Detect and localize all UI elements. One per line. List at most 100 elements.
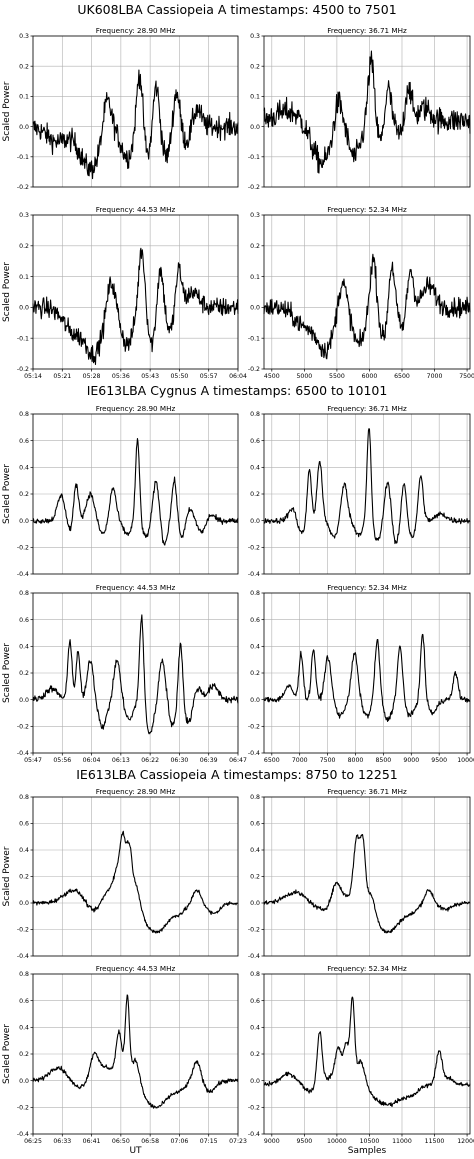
figure-title: IE613LBA Cassiopeia A timestamps: 8750 t… [76, 767, 398, 782]
y-tick-label: -0.1 [17, 335, 29, 342]
y-axis-label: Scaled Power [2, 643, 12, 703]
y-tick-label: 0.3 [250, 212, 260, 219]
y-tick-label: 0.2 [250, 670, 260, 677]
panel-subtitle: Frequency: 28.90 MHz [96, 26, 176, 35]
y-tick-label: -0.2 [248, 366, 260, 373]
x-axis-label-ut: UT [129, 1146, 142, 1156]
panel-1-3: Frequency: 44.53 MHz 0.3 0.2 0.1 0.0 -0.1 -0.2… [2, 205, 247, 380]
panel-3-2: Frequency: 36.71 MHz 0.8 0.6 0.4 0.2 0.0 -0.2 -… [248, 787, 471, 960]
x-tick-label: 9000 [403, 757, 419, 764]
x-tick-label: 06:47 [229, 757, 247, 764]
panel-subtitle: Frequency: 28.90 MHz [96, 404, 176, 413]
x-tick-label: 06:58 [141, 1138, 159, 1145]
y-tick-label: 0.8 [19, 794, 29, 801]
x-tick-label: 11000 [392, 1138, 412, 1145]
y-tick-label: 0.2 [19, 1051, 29, 1058]
plot-frame [32, 796, 239, 957]
x-tick-label: 5500 [329, 373, 345, 380]
y-tick-label: 0.4 [19, 644, 29, 651]
y-tick-label: 0.0 [250, 305, 260, 312]
panel-subtitle: Frequency: 52.34 MHz [327, 964, 407, 973]
panel-subtitle: Frequency: 36.71 MHz [327, 404, 407, 413]
y-tick-label: -0.2 [248, 1105, 260, 1112]
plot-frame [263, 592, 471, 754]
y-tick-label: 0.6 [19, 821, 29, 828]
y-tick-label: 0.4 [250, 847, 260, 854]
y-tick-label: -0.2 [248, 545, 260, 552]
x-tick-label: 7000 [292, 757, 308, 764]
y-tick-label: 0.6 [19, 617, 29, 624]
y-tick-label: 0.3 [19, 212, 29, 219]
y-tick-label: 0.8 [250, 971, 260, 978]
x-tick-label: 05:50 [171, 373, 189, 380]
signal-trace [32, 614, 239, 735]
x-tick-label: 9500 [431, 757, 447, 764]
panel-1-2: Frequency: 36.71 MHz 0.3 0.2 0.1 0.0 -0.1 -0.2 [248, 26, 471, 191]
y-tick-label: 0.0 [19, 518, 29, 525]
y-tick-label: 0.6 [250, 821, 260, 828]
panel-2-3: Frequency: 44.53 MHz 0.8 0.6 0.4 0.2 0.0 -0.2 -… [2, 583, 247, 764]
signal-trace [32, 69, 239, 180]
panel-subtitle: Frequency: 52.34 MHz [327, 583, 407, 592]
y-tick-label: 0.0 [19, 124, 29, 131]
y-tick-label: -0.4 [17, 571, 29, 578]
x-tick-label: 06:39 [200, 757, 218, 764]
chart-group-1: UK608LBA Cassiopeia A timestamps: 4500 t… [2, 2, 474, 380]
figure-title: UK608LBA Cassiopeia A timestamps: 4500 t… [77, 2, 396, 17]
plot-frame [263, 35, 471, 188]
y-tick-label: 0.8 [19, 971, 29, 978]
signal-trace [32, 994, 239, 1109]
y-tick-label: 0.2 [250, 491, 260, 498]
x-tick-label: 10000 [327, 1138, 347, 1145]
x-tick-label: 05:14 [24, 373, 42, 380]
y-tick-label: 0.8 [250, 794, 260, 801]
plot-frame [263, 973, 471, 1135]
x-tick-label: 06:13 [112, 757, 130, 764]
y-axis-label: Scaled Power [2, 846, 12, 906]
y-axis-label: Scaled Power [2, 1024, 12, 1084]
y-tick-label: 0.4 [250, 644, 260, 651]
y-tick-label: -0.2 [17, 927, 29, 934]
y-tick-label: -0.1 [248, 335, 260, 342]
panel-subtitle: Frequency: 36.71 MHz [327, 787, 407, 796]
y-tick-label: 0.2 [19, 243, 29, 250]
signal-trace [263, 428, 471, 545]
panel-subtitle: Frequency: 28.90 MHz [96, 787, 176, 796]
signal-trace [263, 633, 471, 722]
y-tick-label: 0.6 [19, 438, 29, 445]
panel-subtitle: Frequency: 44.53 MHz [96, 205, 176, 214]
plot-frame [32, 973, 239, 1135]
x-tick-label: 07:23 [229, 1138, 247, 1145]
x-tick-label: 06:04 [83, 757, 101, 764]
plot-frame [263, 796, 471, 957]
y-tick-label: 0.1 [19, 274, 29, 281]
y-tick-label: 0.8 [250, 590, 260, 597]
plot-frame [263, 214, 471, 370]
panel-subtitle: Frequency: 36.71 MHz [327, 26, 407, 35]
x-tick-label: 07:06 [171, 1138, 189, 1145]
y-tick-label: 0.1 [19, 94, 29, 101]
x-tick-label: 05:36 [112, 373, 130, 380]
y-tick-label: 0.0 [250, 518, 260, 525]
x-tick-label: 06:50 [112, 1138, 130, 1145]
y-tick-label: 0.2 [250, 874, 260, 881]
y-tick-label: 0.2 [19, 670, 29, 677]
x-tick-label: 05:57 [200, 373, 218, 380]
y-tick-label: 0.1 [250, 274, 260, 281]
x-tick-label: 9000 [264, 1138, 280, 1145]
panel-subtitle: Frequency: 44.53 MHz [96, 583, 176, 592]
y-tick-label: -0.1 [17, 154, 29, 161]
y-tick-label: 0.0 [19, 1078, 29, 1085]
signal-trace [263, 253, 471, 360]
x-tick-label: 05:21 [53, 373, 71, 380]
panel-2-1: Frequency: 28.90 MHz 0.8 0.6 0.4 0.2 0.0 -0.2 -… [2, 404, 239, 578]
x-tick-label: 05:28 [83, 373, 101, 380]
y-tick-label: 0.2 [19, 63, 29, 70]
y-tick-label: 0.0 [250, 697, 260, 704]
y-tick-label: 0.2 [250, 243, 260, 250]
y-axis-label: Scaled Power [2, 262, 12, 322]
y-tick-label: 0.4 [250, 1025, 260, 1032]
y-tick-label: 0.4 [19, 1025, 29, 1032]
y-tick-label: 0.2 [19, 491, 29, 498]
